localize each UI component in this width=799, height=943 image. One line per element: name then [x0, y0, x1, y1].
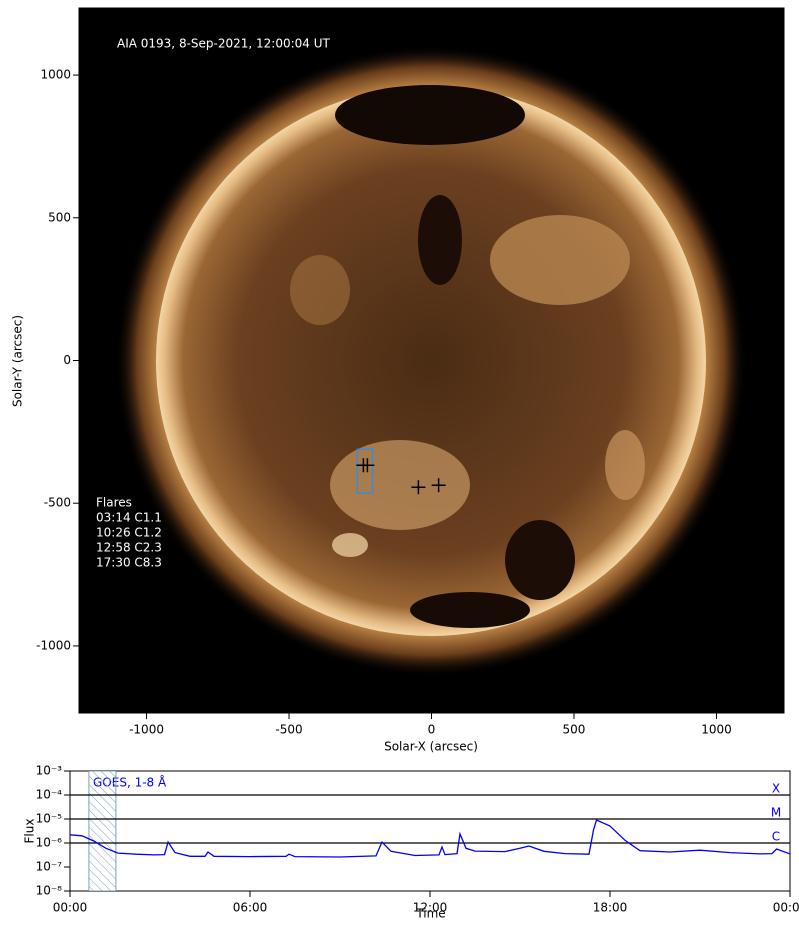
x-tick-label: 12:00	[413, 901, 448, 915]
flare-entry: 12:58 C2.3	[96, 541, 162, 555]
flare-marker	[360, 458, 375, 473]
y-tick-label: -500	[44, 496, 71, 510]
y-tick-label: 10⁻³	[36, 764, 63, 778]
y-tick-label: 500	[48, 210, 71, 224]
x-tick-label: 00:00	[53, 901, 88, 915]
x-tick-label: 06:00	[233, 901, 268, 915]
y-tick-label: 10⁻⁶	[36, 836, 63, 850]
flare-entry: 10:26 C1.2	[96, 526, 162, 540]
x-tick-label: 1000	[701, 723, 732, 737]
flares-title: Flares	[96, 496, 132, 510]
solar-disc	[156, 86, 706, 636]
region-box	[356, 448, 374, 494]
class-label: M	[771, 806, 781, 820]
y-axis-label: Flux	[23, 819, 37, 844]
y-tick-label: 10⁻⁸	[36, 884, 63, 898]
x-axis-label: Time	[415, 907, 445, 921]
plot-frame	[69, 770, 791, 892]
solar-features	[290, 85, 645, 628]
class-label: X	[772, 782, 780, 796]
x-tick-label: -500	[275, 723, 302, 737]
y-tick-label: 10⁻⁴	[36, 788, 63, 802]
y-tick-label: -1000	[36, 638, 71, 652]
y-axis-label: Solar-Y (arcsec)	[11, 315, 25, 407]
image-title: AIA 0193, 8-Sep-2021, 12:00:04 UT	[117, 37, 331, 51]
y-tick-label: 1000	[40, 68, 71, 82]
time-window	[88, 771, 117, 891]
y-tick-label: 0	[63, 353, 71, 367]
flare-marker	[411, 480, 426, 495]
x-tick-label: 00:00	[773, 901, 799, 915]
y-tick-label: 10⁻⁵	[36, 812, 63, 826]
flare-entry: 03:14 C1.1	[96, 511, 162, 525]
x-tick-label: 18:00	[593, 901, 628, 915]
x-tick-label: 0	[428, 723, 436, 737]
y-tick-label: 10⁻⁷	[36, 860, 63, 874]
flare-marker	[431, 478, 446, 493]
plot-area	[70, 771, 790, 891]
flare-entry: 17:30 C8.3	[96, 556, 162, 570]
x-axis-label: Solar-X (arcsec)	[384, 740, 478, 754]
flux-line	[70, 819, 790, 858]
class-label: C	[772, 830, 780, 844]
x-tick-label: 500	[563, 723, 586, 737]
x-tick-label: -1000	[129, 723, 164, 737]
